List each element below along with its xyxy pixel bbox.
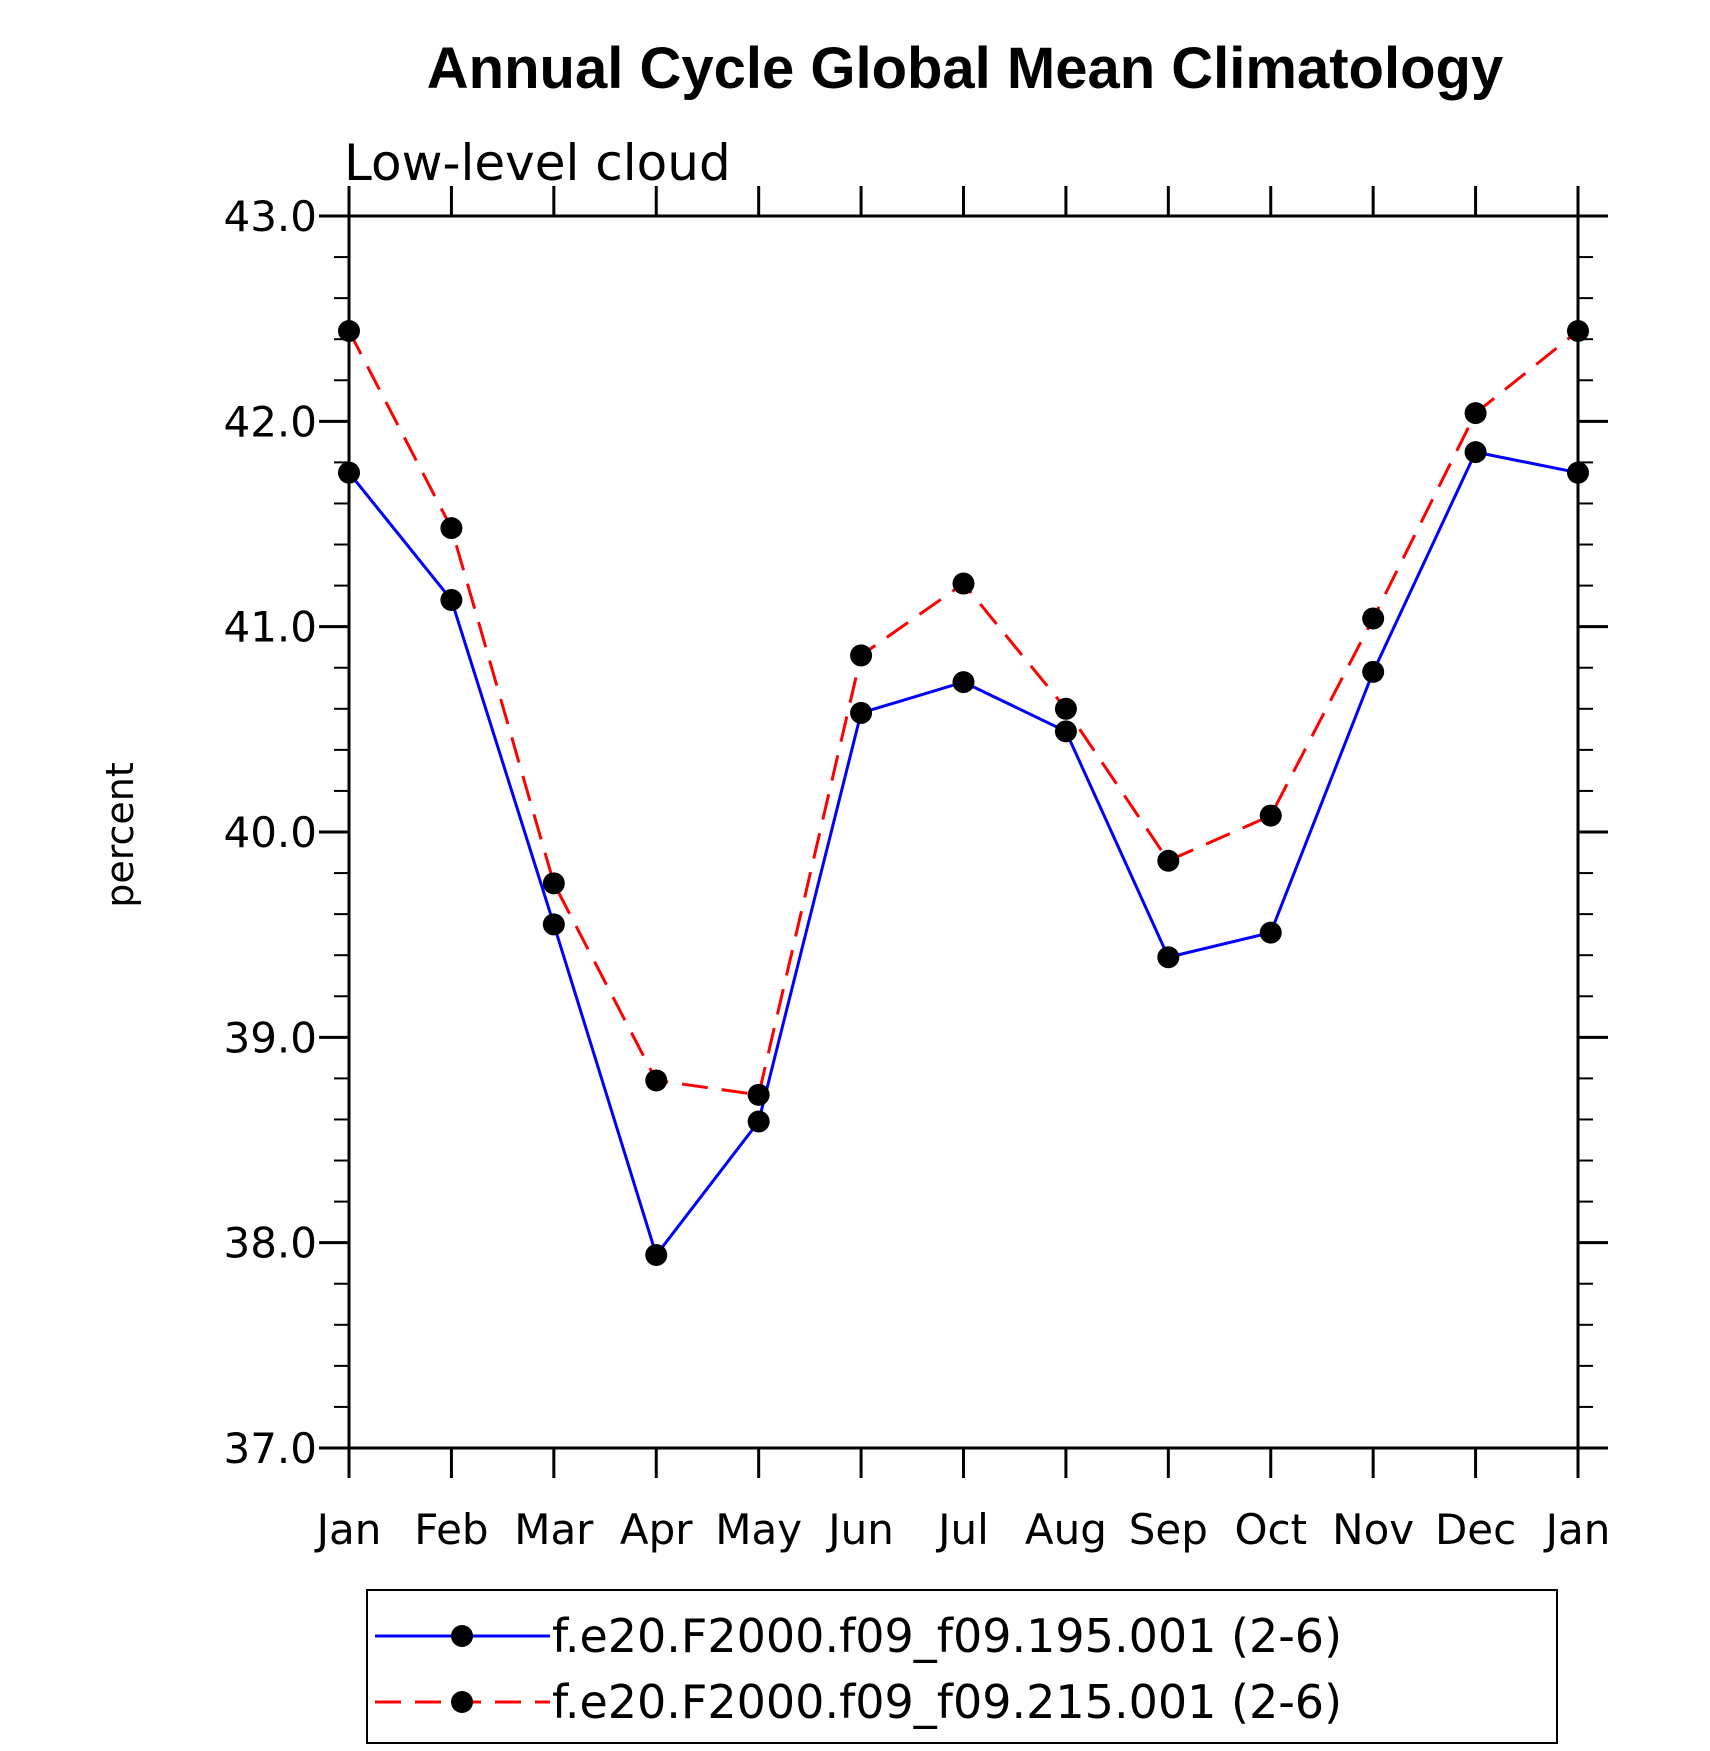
data-point-2 — [1362, 607, 1385, 630]
data-point-1 — [1362, 660, 1385, 683]
x-tick-label: Apr — [620, 1505, 693, 1554]
data-point-1 — [1464, 441, 1487, 464]
data-point-2 — [1259, 804, 1282, 827]
y-tick-label: 42.0 — [223, 397, 317, 446]
x-tick-label: Jan — [1543, 1505, 1611, 1554]
x-tick-label: Oct — [1234, 1505, 1307, 1554]
x-tick-label: Jun — [825, 1505, 894, 1554]
data-point-2 — [645, 1069, 668, 1092]
chart-subtitle: Low-level cloud — [344, 134, 731, 192]
data-point-2 — [850, 644, 873, 667]
legend-label-2: f.e20.F2000.f09_f09.215.001 (2-6) — [552, 1675, 1342, 1729]
data-point-1 — [747, 1110, 770, 1133]
data-point-2 — [1157, 849, 1180, 872]
x-tick-label: May — [715, 1505, 802, 1554]
x-tick-label: Nov — [1332, 1505, 1414, 1554]
x-tick-label: Sep — [1129, 1505, 1208, 1554]
data-point-2 — [952, 572, 975, 595]
data-point-2 — [747, 1083, 770, 1106]
legend-marker-1 — [451, 1625, 473, 1647]
y-tick-label: 38.0 — [223, 1219, 317, 1268]
legend: f.e20.F2000.f09_f09.195.001 (2-6) f.e20.F… — [375, 1609, 1342, 1729]
x-tick-label: Dec — [1435, 1505, 1516, 1554]
legend-label-1: f.e20.F2000.f09_f09.195.001 (2-6) — [552, 1609, 1342, 1663]
legend-box — [366, 1589, 1558, 1744]
y-axis-label: percent — [98, 762, 142, 908]
x-tick-label: Mar — [514, 1505, 594, 1554]
data-point-2 — [1054, 697, 1077, 720]
data-point-2 — [1567, 319, 1589, 342]
y-tick-label: 43.0 — [223, 192, 317, 241]
y-tick-label: 39.0 — [223, 1013, 317, 1062]
legend-marker-2 — [451, 1691, 473, 1713]
series-layer — [338, 319, 1589, 1266]
ticks-layer: Jan Feb Mar Apr May Jun Jul Aug Sep Oct Nov Dec Jan 3… — [223, 186, 1610, 1554]
data-point-1 — [1567, 461, 1589, 484]
data-point-2 — [440, 517, 463, 540]
data-point-1 — [338, 461, 360, 484]
y-tick-label: 41.0 — [223, 603, 317, 652]
y-tick-label: 40.0 — [223, 808, 317, 857]
chart-title: Annual Cycle Global Mean Climatology — [427, 36, 1503, 101]
data-point-1 — [850, 701, 873, 724]
y-tick-label: 37.0 — [223, 1424, 317, 1473]
data-point-1 — [542, 913, 565, 936]
plot-frame — [347, 214, 1580, 1450]
x-tick-label: Feb — [414, 1505, 488, 1554]
data-point-1 — [1054, 720, 1077, 743]
data-point-2 — [1464, 402, 1487, 425]
data-point-1 — [440, 588, 463, 611]
data-point-1 — [952, 671, 975, 694]
data-point-2 — [338, 319, 360, 342]
x-tick-label: Jan — [314, 1505, 382, 1554]
series-line-2 — [347, 329, 1579, 1097]
data-point-1 — [1259, 921, 1282, 944]
data-point-1 — [1157, 946, 1180, 969]
data-point-1 — [645, 1243, 668, 1266]
data-point-2 — [542, 872, 565, 895]
x-tick-label: Jul — [935, 1505, 989, 1554]
x-tick-label: Aug — [1025, 1505, 1107, 1554]
